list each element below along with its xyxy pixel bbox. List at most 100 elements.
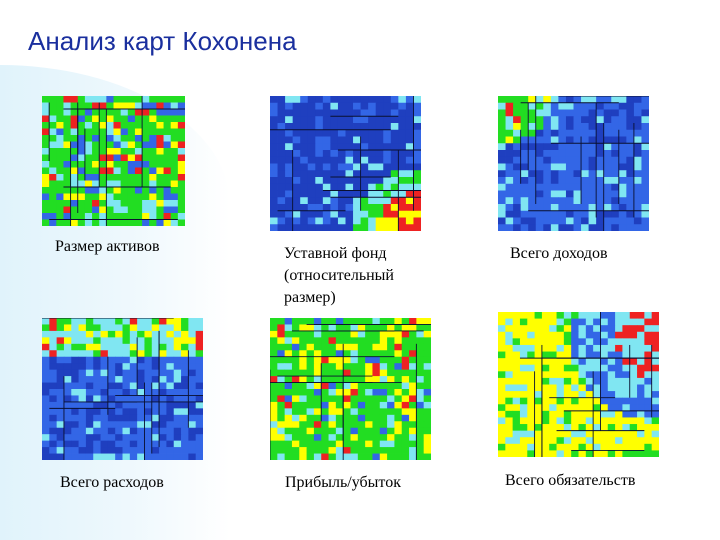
map-cell — [49, 369, 58, 377]
map-cell — [556, 331, 565, 339]
map-cell — [84, 206, 93, 214]
map-cell — [581, 170, 589, 178]
map-cell — [321, 376, 329, 383]
map-cell — [573, 204, 582, 212]
map-cell — [328, 356, 337, 364]
map-cell — [618, 183, 627, 191]
map-cell — [505, 391, 514, 399]
map-cell — [398, 163, 407, 171]
map-cell — [596, 109, 605, 117]
map-cell — [144, 356, 153, 364]
map-cell — [563, 437, 572, 445]
map-cell — [549, 351, 557, 359]
map-cell — [313, 389, 322, 396]
map-cell — [535, 163, 544, 171]
map-cell — [277, 447, 286, 454]
map-cell — [85, 356, 94, 364]
map-cell — [581, 217, 589, 225]
map-cell — [368, 210, 377, 218]
map-cell — [416, 408, 425, 416]
map-cell — [581, 123, 589, 131]
map-cell — [321, 434, 329, 442]
map-cell — [120, 141, 129, 149]
map-cell — [644, 404, 653, 412]
map-cell — [56, 161, 64, 168]
map-cell — [77, 115, 86, 123]
map-cell — [195, 337, 203, 345]
map-cell — [535, 177, 544, 185]
map-cell — [401, 343, 410, 351]
map-cell — [151, 453, 160, 460]
map-cell — [383, 190, 392, 198]
map-cell — [603, 109, 612, 117]
map-cell — [585, 391, 594, 399]
map-cell — [149, 180, 157, 188]
map-cell — [641, 217, 649, 225]
map-cell — [603, 190, 612, 198]
map-cell — [63, 414, 72, 422]
map-cell — [596, 224, 605, 231]
map-cell — [156, 161, 164, 168]
map-cell — [156, 154, 164, 162]
map-cell — [291, 414, 300, 422]
map-cell — [291, 324, 300, 332]
map-cell — [423, 330, 431, 338]
map-cell — [300, 156, 309, 164]
map-cell — [390, 123, 399, 131]
map-cell — [134, 102, 143, 110]
map-cell — [156, 193, 164, 201]
map-cell — [100, 414, 109, 422]
map-cell — [519, 318, 528, 326]
map-cell — [383, 109, 392, 117]
map-cell — [270, 109, 278, 117]
map-cell — [63, 206, 71, 214]
map-cell — [181, 369, 189, 377]
map-cell — [512, 344, 521, 352]
map-cell — [637, 331, 645, 339]
map-cell — [558, 224, 567, 231]
map-cell — [99, 193, 107, 201]
map-cell — [535, 123, 544, 131]
map-cell — [571, 430, 579, 438]
map-cell — [505, 325, 514, 333]
map-cell — [345, 102, 354, 110]
map-cell — [622, 358, 631, 366]
map-cell — [122, 337, 131, 345]
map-cell — [270, 217, 278, 225]
map-cell — [173, 395, 182, 403]
map-cell — [78, 414, 87, 422]
map-cell — [285, 102, 294, 110]
map-cell — [498, 96, 506, 104]
map-cell — [77, 96, 86, 103]
map-cell — [603, 170, 612, 178]
map-cell — [335, 343, 344, 351]
map-cell — [622, 384, 631, 392]
map-cell — [328, 389, 337, 396]
map-cell — [122, 356, 131, 364]
map-cell — [626, 217, 635, 225]
map-cell — [163, 219, 172, 226]
map-cell — [527, 351, 535, 359]
map-cell — [343, 434, 351, 442]
map-cell — [337, 183, 346, 191]
map-cell — [394, 434, 403, 442]
map-cell — [56, 434, 65, 442]
map-cell — [93, 382, 101, 390]
map-cell — [549, 338, 557, 346]
map-cell — [405, 123, 414, 131]
map-cell — [581, 129, 589, 137]
map-cell — [291, 434, 300, 442]
map-cell — [423, 337, 431, 345]
map-cell — [622, 371, 631, 379]
map-cell — [543, 217, 552, 225]
map-cell — [77, 141, 86, 149]
map-cell — [49, 337, 58, 345]
map-cell — [345, 183, 354, 191]
map-cell — [93, 356, 101, 364]
map-cell — [49, 427, 58, 435]
map-cell — [93, 453, 101, 460]
map-cell — [549, 417, 557, 425]
map-cell — [644, 351, 653, 359]
map-cell — [423, 447, 431, 454]
map-cell — [285, 109, 294, 117]
